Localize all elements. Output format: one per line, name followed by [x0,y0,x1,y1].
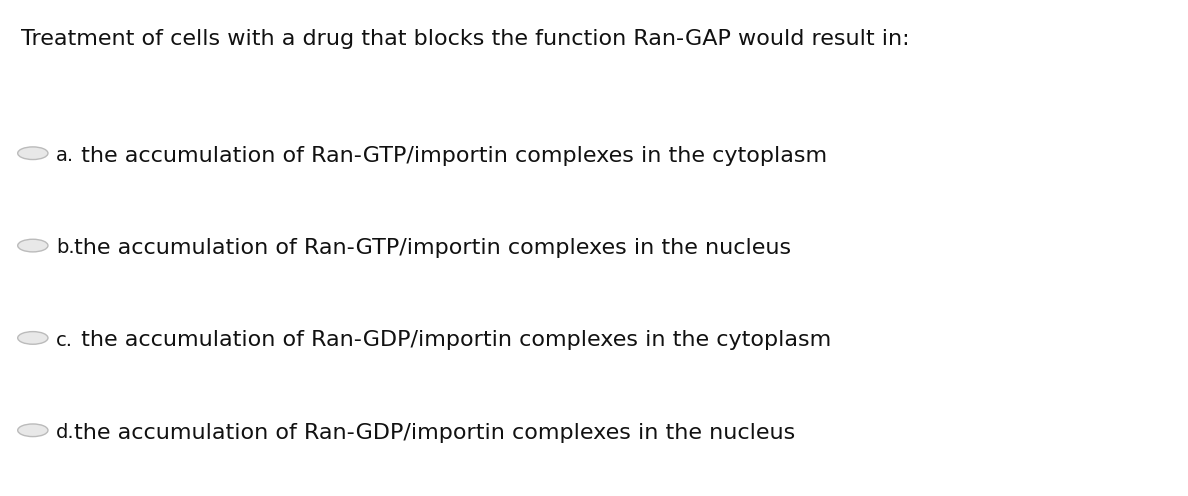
Text: Treatment of cells with a drug that blocks the function Ran-GAP would result in:: Treatment of cells with a drug that bloc… [21,29,910,49]
Text: the accumulation of Ran-GTP/importin complexes in the nucleus: the accumulation of Ran-GTP/importin com… [74,238,791,258]
Text: b.: b. [56,239,75,257]
Text: the accumulation of Ran-GTP/importin complexes in the cytoplasm: the accumulation of Ran-GTP/importin com… [74,146,827,166]
Text: the accumulation of Ran-GDP/importin complexes in the cytoplasm: the accumulation of Ran-GDP/importin com… [74,330,830,350]
Circle shape [18,147,48,160]
Circle shape [18,424,48,436]
Text: a.: a. [56,146,74,165]
Circle shape [18,239,48,252]
Text: the accumulation of Ran-GDP/importin complexes in the nucleus: the accumulation of Ran-GDP/importin com… [74,423,795,443]
Text: c.: c. [56,331,74,350]
Text: d.: d. [56,423,75,442]
Circle shape [18,332,48,344]
